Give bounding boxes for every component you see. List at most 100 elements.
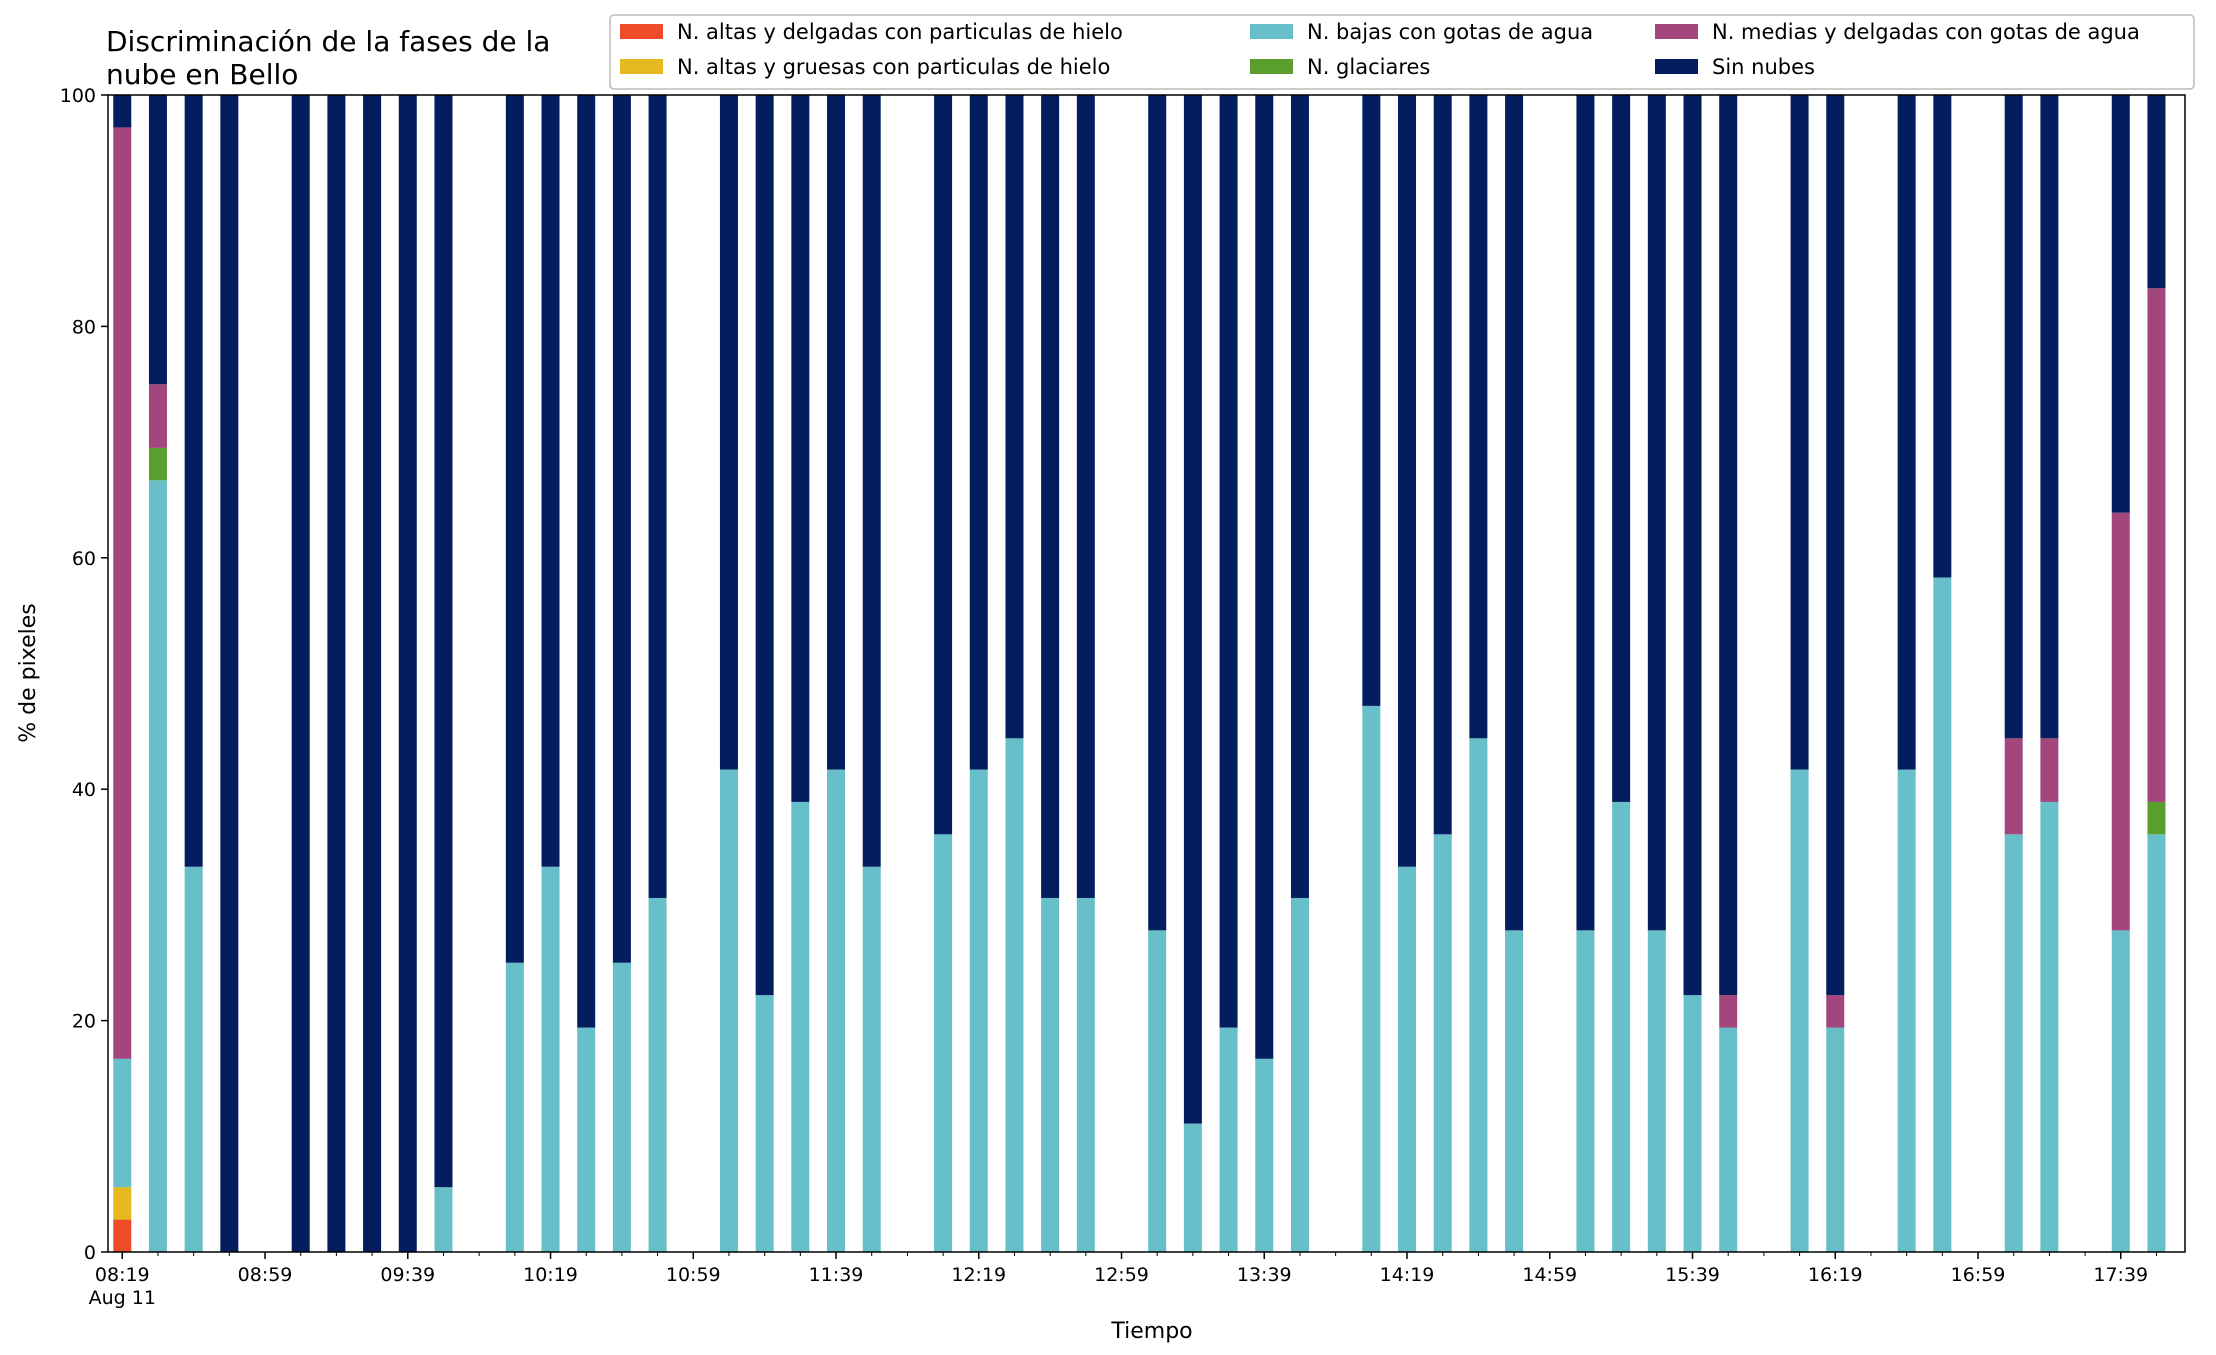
x-tick-label-12: 16:19 [1808,1264,1863,1286]
bar-segment-16-5 [791,95,810,802]
legend-swatch-2 [1250,24,1293,39]
bar-segment-38-2 [1719,1027,1738,1252]
y-tick-label-5: 100 [60,85,96,107]
bar-segment-37-5 [1683,95,1702,996]
x-tick-label-5: 11:39 [809,1264,864,1286]
x-tick-label-6: 12:19 [951,1264,1006,1286]
bar-segment-1-3 [148,447,167,481]
legend-swatch-0 [620,24,663,39]
bar-segment-14-2 [719,769,738,1252]
bar-segment-1-2 [148,480,167,1252]
bar-segment-41-2 [1897,769,1916,1252]
bar-segment-23-2 [1076,897,1095,1252]
legend-box [609,14,2195,90]
bar-segment-44-2 [2040,801,2059,1252]
bar-segment-8-2 [434,1187,453,1252]
bar-segment-21-2 [1005,738,1024,1252]
bar-segment-8-5 [434,95,453,1188]
bar-segment-17-2 [827,769,846,1252]
bar-segment-33-5 [1505,95,1524,931]
bar-segment-22-2 [1041,897,1060,1252]
bar-segment-4-5 [291,95,310,1252]
bar-segment-36-5 [1647,95,1666,931]
bar-segment-43-4 [2004,738,2023,835]
bar-segment-28-5 [1290,95,1309,898]
bar-segment-15-5 [755,95,774,996]
legend-label-3: N. glaciares [1307,55,1430,79]
x-tick-label-11: 15:39 [1665,1264,1720,1286]
bar-segment-0-2 [113,1058,132,1188]
bar-segment-14-5 [719,95,738,770]
bar-segment-34-2 [1576,930,1595,1252]
bar-segment-35-5 [1612,95,1631,802]
bar-segment-16-2 [791,801,810,1252]
x-tick-label-1: 08:59 [238,1264,293,1286]
chart-title-line-2: nube en Bello [106,58,298,91]
bar-segment-38-4 [1719,995,1738,1028]
bar-segment-9-5 [505,95,524,963]
bar-segment-0-4 [113,127,132,1059]
x-tick-label-14: 17:39 [2093,1264,2148,1286]
bar-segment-29-5 [1362,95,1381,706]
bar-segment-20-5 [969,95,988,770]
bar-segment-2-2 [184,866,203,1252]
bar-segment-11-2 [577,1027,596,1252]
bar-segment-6-5 [363,95,382,1252]
bar-segment-0-5 [113,95,132,128]
bar-segment-32-5 [1469,95,1488,739]
bar-segment-10-5 [541,95,560,867]
bar-segment-12-5 [612,95,631,963]
bar-segment-24-5 [1148,95,1167,931]
legend-label-2: N. bajas con gotas de agua [1307,20,1593,44]
bar-segment-31-2 [1433,834,1452,1252]
legend-label-5: Sin nubes [1712,55,1815,79]
bar-segment-45-4 [2111,512,2130,931]
legend-swatch-1 [620,59,663,74]
x-tick-label-2: 09:39 [380,1264,435,1286]
bar-segment-35-2 [1612,801,1631,1252]
bar-segment-20-2 [969,769,988,1252]
bar-segment-22-5 [1041,95,1060,898]
legend-swatch-4 [1655,24,1698,39]
bar-segment-40-5 [1826,95,1845,996]
bar-segment-40-4 [1826,995,1845,1028]
legend-swatch-5 [1655,59,1698,74]
y-axis: 0 20 40 60 80 100 [60,85,108,1264]
bar-segment-39-2 [1790,769,1809,1252]
bar-segment-10-2 [541,866,560,1252]
bar-segment-0-0 [113,1219,132,1252]
x-tick-label-3: 10:19 [523,1264,578,1286]
bars-layer [113,95,2166,1252]
x-tick-label-13: 16:59 [1951,1264,2006,1286]
bar-segment-27-5 [1255,95,1274,1059]
bar-segment-18-2 [862,866,881,1252]
bar-segment-1-5 [148,95,167,385]
y-axis-label: % de pixeles [16,603,41,742]
x-axis-label: Tiempo [1110,1319,1192,1344]
bar-segment-33-2 [1505,930,1524,1252]
bar-segment-31-5 [1433,95,1452,835]
bar-segment-36-2 [1647,930,1666,1252]
bar-segment-24-2 [1148,930,1167,1252]
x-tick-label-7: 12:59 [1094,1264,1149,1286]
x-tick-label-4: 10:59 [666,1264,721,1286]
bar-segment-30-5 [1398,95,1417,867]
y-tick-label-1: 20 [72,1011,96,1033]
bar-segment-39-5 [1790,95,1809,770]
bar-segment-44-4 [2040,738,2059,802]
legend-label-4: N. medias y delgadas con gotas de agua [1712,20,2140,44]
x-tick-label-10: 14:59 [1522,1264,1577,1286]
chart-title: Discriminación de la fases de la nube en… [106,25,550,91]
bar-segment-12-2 [612,962,631,1252]
bar-segment-17-5 [827,95,846,770]
bar-segment-44-5 [2040,95,2059,739]
y-tick-label-2: 40 [72,779,96,801]
bar-segment-46-5 [2147,95,2166,289]
bar-segment-28-2 [1290,897,1309,1252]
bar-segment-26-2 [1219,1027,1238,1252]
x-tick-label-8: 13:39 [1237,1264,1292,1286]
x-tick-label-0: 08:19 [95,1264,150,1286]
bar-segment-11-5 [577,95,596,1028]
bar-segment-34-5 [1576,95,1595,931]
